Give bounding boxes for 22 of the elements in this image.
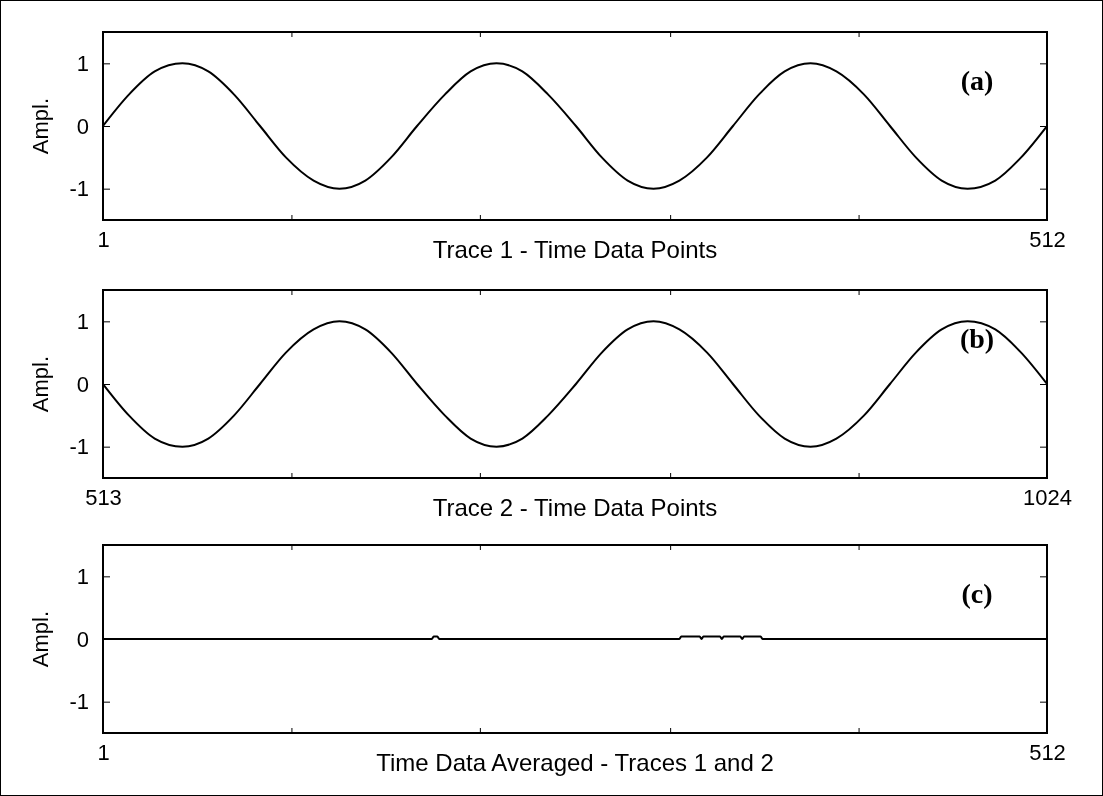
x-axis-title: Trace 1 - Time Data Points bbox=[432, 236, 718, 263]
y-tick-label: 0 bbox=[76, 371, 89, 397]
y-tick-label: -1 bbox=[69, 434, 89, 460]
y-tick-label: -1 bbox=[69, 176, 89, 202]
y-axis-title: Ampl. bbox=[28, 610, 53, 668]
y-tick-label: 1 bbox=[76, 50, 89, 76]
y-axis-title: Ampl. bbox=[28, 97, 53, 155]
y-tick-label: 0 bbox=[76, 626, 89, 652]
y-axis-title: Ampl. bbox=[28, 355, 53, 413]
y-tick-label: 1 bbox=[76, 563, 89, 589]
y-tick-label: 0 bbox=[76, 113, 89, 139]
y-tick-label: 1 bbox=[76, 308, 89, 334]
annotation: (b) bbox=[959, 323, 995, 354]
x-axis-title: Time Data Averaged - Traces 1 and 2 bbox=[376, 749, 774, 776]
x-axis-title: Trace 2 - Time Data Points bbox=[432, 494, 718, 521]
y-tick-label: -1 bbox=[69, 689, 89, 715]
annotation: (c) bbox=[961, 578, 993, 609]
x-tick-label: 512 bbox=[1029, 740, 1066, 766]
x-tick-label: 1024 bbox=[1023, 485, 1072, 511]
annotation: (a) bbox=[960, 65, 994, 96]
x-tick-label: 513 bbox=[85, 485, 122, 511]
x-tick-label: 512 bbox=[1029, 227, 1066, 253]
